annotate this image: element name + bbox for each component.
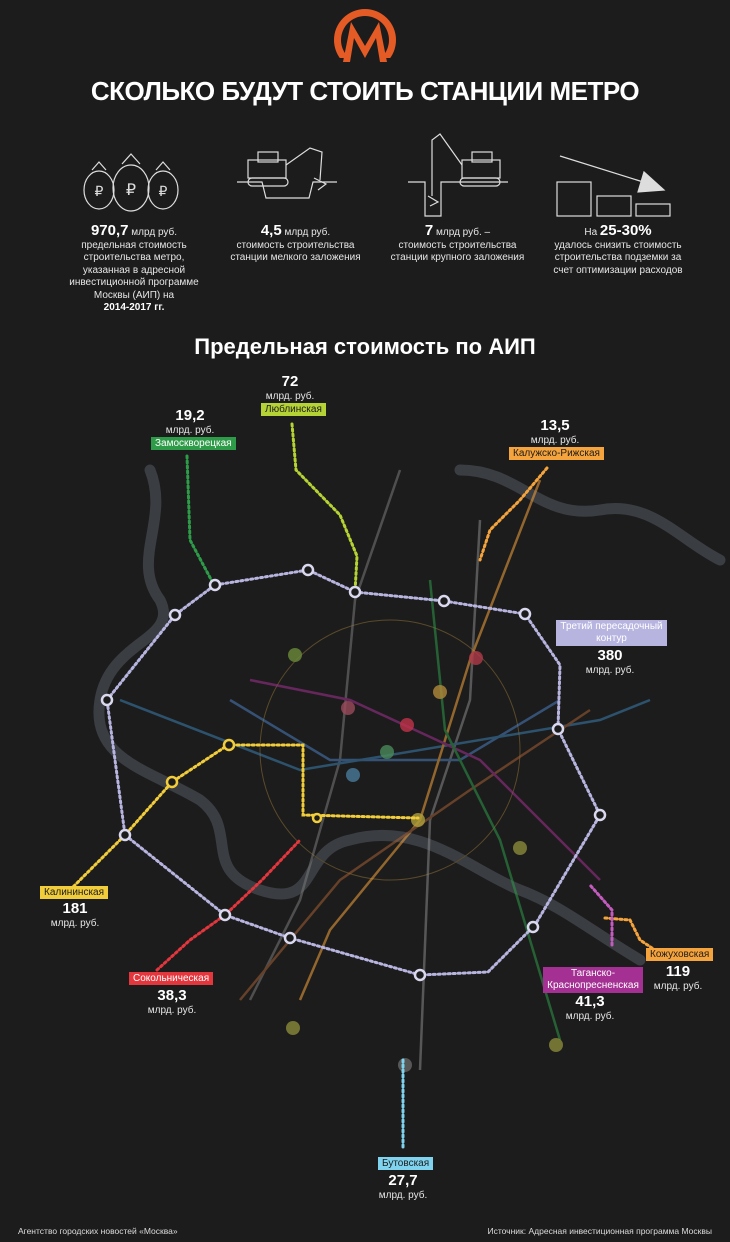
kaluzhsko-rizhskaya-tag: Калужско-Рижская [509,447,604,460]
kalininskaya-tag: Калининская [40,886,109,899]
fact-shallow-value: 4,5 [260,222,282,239]
lyublinskaya-tag: Люблинская [261,403,326,416]
facts-icons: ₽ ₽ ₽ [83,133,671,217]
kozhukhovskaya-tag: Кожуховская [646,948,714,961]
butovskaya-cost: 27,7 млрд. руб. [368,1173,438,1203]
fact-total-cost: 970,7 млрд руб. предельная стоимость стр… [60,222,208,315]
tagansko-krasnopresnenskaya-unit: млрд. руб. [565,1011,615,1022]
line-zamoskvoretskaya [185,454,216,587]
fact-total-years: 2014-2017 гг. [103,302,165,313]
third-contour-unit: млрд. руб. [585,665,635,676]
map-subtitle: Предельная стоимость по АИП [194,334,536,359]
page-title: СКОЛЬКО БУДУТ СТОИТЬ СТАНЦИИ МЕТРО [90,76,640,106]
third-contour-cost: 380 млрд. руб. [575,648,645,678]
deep-excavator-icon [408,133,508,217]
sokolnicheskaya-unit: млрд. руб. [147,1005,197,1016]
sokolnicheskaya-cost: 38,3 млрд. руб. [137,988,207,1018]
kalininskaya-cost: 181 млрд. руб. [40,901,110,931]
shallow-excavator-icon [237,147,337,199]
fact-savings-value: 25-30% [599,222,652,239]
kozhukhovskaya-value: 119 [665,963,691,980]
kaluzhsko-rizhskaya-cost: 13,5 млрд. руб. [520,418,590,448]
fact-deep-value: 7 [424,222,434,239]
kozhukhovskaya-unit: млрд. руб. [653,981,703,992]
line-tagansko-krasnopresnenskaya [588,883,614,947]
butovskaya-tag: Бутовская [378,1157,434,1170]
lyublinskaya-value: 72 [281,373,299,390]
fact-savings: На 25-30% удалось снизить стоимость стро… [548,222,688,277]
metro-logo-icon [333,9,397,72]
tagansko-krasnopresnenskaya-value: 41,3 [575,993,605,1010]
svg-text:₽: ₽ [159,183,168,199]
fact-shallow-unit: млрд руб. [281,227,331,238]
fact-shallow-station: 4,5 млрд руб. стоимость строительства ст… [228,222,363,265]
line-lyublinskaya [290,422,359,594]
fact-deep-station: 7 млрд руб. – стоимость строительства ст… [390,222,525,265]
tagansko-krasnopresnenskaya-cost: 41,3 млрд. руб. [555,994,625,1024]
zamoskvoretskaya-unit: млрд. руб. [165,425,215,436]
lyublinskaya-unit: млрд. руб. [265,391,315,402]
svg-text:₽: ₽ [95,183,104,199]
river [93,464,726,966]
fact-deep-unit: млрд руб. – [433,227,491,238]
sokolnicheskaya-tag: Сокольническая [129,972,214,985]
line-kaluzhsko-rizhskaya [478,466,549,562]
kalininskaya-value: 181 [62,900,88,917]
fact-savings-prefix: На [584,227,600,238]
fact-total-unit: млрд руб. [128,227,178,238]
butovskaya-value: 27,7 [388,1172,418,1189]
fact-shallow-text: стоимость строительства станции мелкого … [230,239,361,264]
footer-agency: Агентство городских новостей «Москва» [18,1226,178,1236]
butovskaya-unit: млрд. руб. [378,1190,428,1201]
fact-total-text: предельная стоимость строительства метро… [69,239,199,301]
fact-savings-text: удалось снизить стоимость строительства … [553,239,683,276]
zamoskvoretskaya-cost: 19,2 млрд. руб. [155,408,225,438]
zamoskvoretskaya-value: 19,2 [175,407,205,424]
kaluzhsko-rizhskaya-unit: млрд. руб. [530,435,580,446]
third-contour-tag: Третий пересадочный контур [556,620,667,646]
cost-reduction-icon [556,155,671,217]
kozhukhovskaya-cost: 119 млрд. руб. [643,964,713,994]
svg-text:₽: ₽ [126,182,136,199]
third-contour-value: 380 [597,647,623,664]
garden-ring [259,619,521,881]
zamoskvoretskaya-tag: Замоскворецкая [151,437,236,450]
fact-total-value: 970,7 [90,222,129,239]
money-bags-icon: ₽ ₽ ₽ [83,153,179,212]
kaluzhsko-rizhskaya-value: 13,5 [540,417,570,434]
sokolnicheskaya-value: 38,3 [157,987,187,1004]
kalininskaya-unit: млрд. руб. [50,918,100,929]
fact-deep-text: стоимость строительства станции крупного… [390,239,525,264]
lyublinskaya-cost: 72 млрд. руб. [255,374,325,404]
footer-source: Источник: Адресная инвестиционная програ… [487,1226,712,1236]
tagansko-krasnopresnenskaya-tag: Таганско-Краснопресненская [543,967,643,993]
interchange-stations [100,563,607,982]
line-kozhukhovskaya [603,916,657,952]
